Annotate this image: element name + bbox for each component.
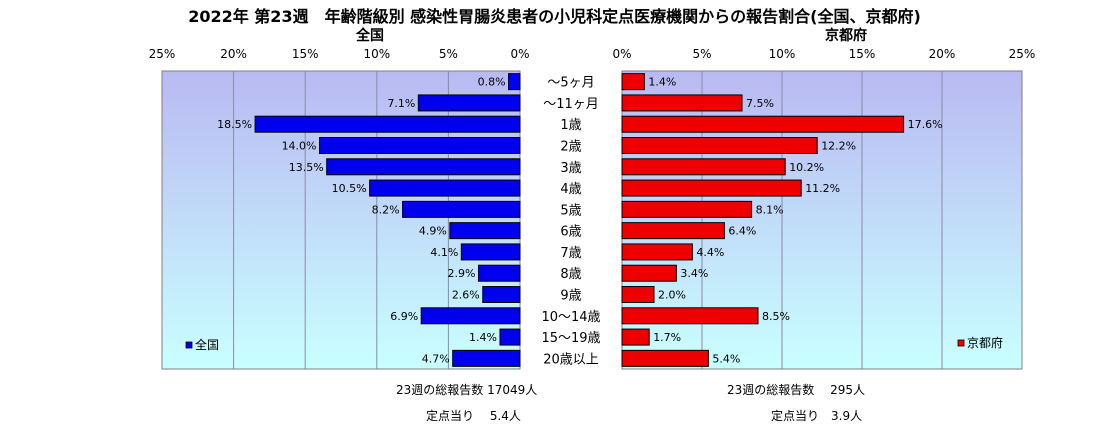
- national-data-label: 4.9%: [419, 225, 447, 238]
- national-data-label: 7.1%: [387, 97, 415, 110]
- age-category-label: 1歳: [560, 118, 581, 133]
- national-x-tick-label: 0%: [510, 47, 529, 61]
- kyoto-bar: [621, 328, 650, 346]
- national-x-tick-label: 25%: [149, 47, 176, 61]
- age-category-label: 4歳: [560, 182, 581, 197]
- age-category-label: 3歳: [560, 161, 581, 176]
- kyoto-x-tick-label: 20%: [929, 47, 956, 61]
- kyoto-total-reports: 23週の総報告数 295人: [727, 383, 865, 397]
- kyoto-bar: [621, 94, 743, 112]
- national-legend-swatch: [185, 341, 193, 349]
- national-bar: [326, 158, 521, 176]
- kyoto-data-label: 7.5%: [746, 97, 774, 110]
- kyoto-data-label: 5.4%: [712, 352, 740, 365]
- national-bar: [254, 115, 521, 133]
- kyoto-bar: [621, 115, 905, 133]
- national-x-tick-label: 10%: [363, 47, 390, 61]
- national-data-label: 0.8%: [478, 76, 506, 89]
- national-legend-label: 全国: [195, 337, 219, 352]
- national-bar: [319, 137, 521, 154]
- national-bar: [482, 286, 521, 303]
- national-data-label: 14.0%: [282, 140, 317, 153]
- kyoto-bar: [621, 179, 802, 197]
- national-plot-area: [161, 70, 521, 370]
- national-bar: [499, 328, 521, 346]
- kyoto-legend-swatch: [957, 339, 965, 347]
- kyoto-x-tick-label: 5%: [692, 47, 711, 61]
- age-category-label: 8歳: [560, 267, 581, 282]
- kyoto-bar: [621, 200, 753, 218]
- kyoto-bar: [621, 222, 725, 240]
- age-category-label: 9歳: [560, 289, 581, 304]
- national-data-label: 4.1%: [430, 246, 458, 259]
- kyoto-x-tick-label: 0%: [612, 47, 631, 61]
- national-panel-title: 全国: [355, 27, 384, 44]
- chart-title: 2022年 第23週 年齢階級別 感染性胃腸炎患者の小児科定点医療機関からの報告…: [188, 7, 921, 26]
- kyoto-data-label: 3.4%: [680, 267, 708, 280]
- national-bar: [477, 264, 521, 282]
- kyoto-data-label: 17.6%: [908, 118, 943, 131]
- kyoto-data-label: 10.2%: [789, 161, 824, 174]
- kyoto-bar: [621, 349, 709, 367]
- kyoto-data-label: 8.1%: [756, 203, 784, 216]
- national-x-tick-label: 15%: [292, 47, 319, 61]
- kyoto-bar: [621, 137, 818, 154]
- kyoto-bar: [621, 286, 655, 303]
- national-bar: [449, 222, 521, 240]
- age-category-label: 2歳: [560, 140, 581, 155]
- national-x-tick-label: 5%: [439, 47, 458, 61]
- national-bar: [420, 307, 521, 325]
- national-data-label: 2.9%: [448, 267, 476, 280]
- national-data-label: 6.9%: [390, 310, 418, 323]
- kyoto-data-label: 2.0%: [658, 289, 686, 302]
- kyoto-data-label: 8.5%: [762, 310, 790, 323]
- national-bar: [508, 73, 521, 91]
- age-category-label: 10～14歳: [541, 310, 600, 325]
- kyoto-bar: [621, 73, 645, 91]
- national-data-label: 13.5%: [289, 161, 324, 174]
- age-category-label: 5歳: [560, 203, 581, 218]
- kyoto-data-label: 4.4%: [696, 246, 724, 259]
- national-bar: [369, 179, 521, 197]
- national-bar: [402, 200, 521, 218]
- kyoto-x-tick-label: 15%: [849, 47, 876, 61]
- national-data-label: 2.6%: [452, 289, 480, 302]
- age-category-label: 6歳: [560, 225, 581, 240]
- national-total-reports: 23週の総報告数 17049人: [396, 383, 538, 397]
- national-x-tick-label: 20%: [220, 47, 247, 61]
- kyoto-bar: [621, 264, 677, 282]
- kyoto-x-tick-label: 25%: [1009, 47, 1036, 61]
- age-category-label: ～5ヶ月: [547, 76, 594, 91]
- national-data-label: 1.4%: [469, 331, 497, 344]
- kyoto-data-label: 12.2%: [821, 140, 856, 153]
- national-bar: [460, 243, 521, 261]
- national-bar: [417, 94, 521, 112]
- kyoto-data-label: 1.4%: [648, 76, 676, 89]
- kyoto-data-label: 6.4%: [728, 225, 756, 238]
- age-category-label: 20歳以上: [543, 352, 599, 367]
- national-data-label: 8.2%: [372, 203, 400, 216]
- kyoto-bar: [621, 158, 786, 176]
- national-data-label: 4.7%: [422, 352, 450, 365]
- national-data-label: 18.5%: [217, 118, 252, 131]
- kyoto-legend-label: 京都府: [967, 335, 1003, 350]
- kyoto-x-tick-label: 10%: [769, 47, 796, 61]
- national-bar: [452, 349, 521, 367]
- age-category-label: 15～19歳: [541, 331, 600, 346]
- kyoto-data-label: 1.7%: [653, 331, 681, 344]
- kyoto-bar: [621, 243, 693, 261]
- national-data-label: 10.5%: [332, 182, 367, 195]
- kyoto-panel-title: 京都府: [825, 27, 867, 44]
- kyoto-per-site: 定点当り 3.9人: [771, 409, 863, 423]
- kyoto-data-label: 11.2%: [805, 182, 840, 195]
- national-per-site: 定点当り 5.4人: [426, 409, 521, 423]
- kyoto-bar: [621, 307, 759, 325]
- age-category-label: 7歳: [560, 246, 581, 261]
- kyoto-plot-area: [621, 70, 1023, 370]
- age-category-label: ～11ヶ月: [543, 97, 599, 112]
